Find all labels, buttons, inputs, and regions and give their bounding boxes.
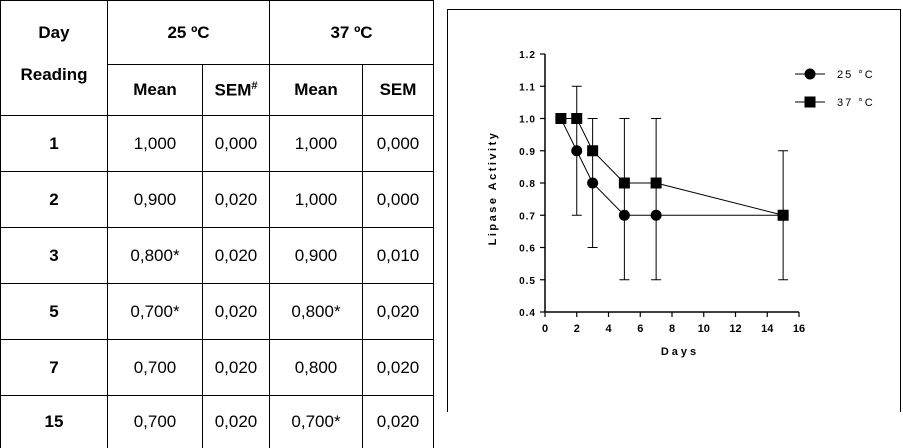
sem-37-cell: 0,000: [363, 172, 434, 228]
sem-25-cell: 0,000: [203, 116, 270, 172]
sem-25-cell: 0,020: [203, 396, 270, 448]
y-tick-label: 0.5: [519, 276, 536, 287]
legend-marker-square: [805, 97, 816, 108]
y-tick-label: 0.9: [519, 147, 536, 158]
y-tick-label: 1.2: [519, 50, 536, 61]
legend-label: 37 °C: [837, 97, 875, 109]
data-point-25c: [619, 210, 630, 221]
legend-label: 25 °C: [837, 69, 875, 81]
series-line-37c: [561, 119, 783, 216]
lipase-activity-chart: 0 2 4 6 8 10 12 14 16 0.4 0.5 0.6 0.7 0.8 0.9 1.0 1.1 1.2…: [448, 10, 900, 413]
data-point-37c: [778, 210, 789, 221]
table-subheader-row: Reading Mean SEM# Mean SEM: [1, 65, 434, 116]
sem-37-cell: 0,020: [363, 284, 434, 340]
y-tick-label: 0.7: [519, 211, 536, 222]
sem-25-cell: 0,020: [203, 340, 270, 396]
series-line-25c: [561, 119, 783, 216]
data-point-25c: [571, 145, 582, 156]
chart-panel: 0 2 4 6 8 10 12 14 16 0.4 0.5 0.6 0.7 0.8 0.9 1.0 1.1 1.2…: [447, 9, 901, 412]
sem-37-cell: 0,000: [363, 116, 434, 172]
legend-marker-circle: [805, 69, 816, 80]
x-tick-label: 10: [698, 323, 710, 335]
y-tick-label: 0.6: [519, 244, 536, 255]
data-point-25c: [587, 178, 598, 189]
mean-37-cell: 0,800*: [270, 284, 363, 340]
header-reading: Reading: [1, 65, 108, 116]
day-cell: 2: [1, 172, 108, 228]
y-tick-label: 0.4: [519, 308, 536, 319]
header-group-25: 25 ºC: [108, 1, 270, 65]
day-cell: 15: [1, 396, 108, 448]
data-point-25c: [651, 210, 662, 221]
data-point-37c: [571, 113, 582, 124]
mean-25-cell: 0,900: [108, 172, 203, 228]
mean-25-cell: 0,700: [108, 396, 203, 448]
header-reading-label: Reading: [20, 65, 87, 84]
x-tick-label: 4: [605, 323, 612, 335]
y-tick-label: 1.1: [519, 82, 536, 93]
x-tick-label: 6: [637, 323, 643, 335]
mean-37-cell: 0,700*: [270, 396, 363, 448]
mean-25-cell: 1,000: [108, 116, 203, 172]
day-cell: 3: [1, 228, 108, 284]
day-cell: 1: [1, 116, 108, 172]
mean-37-cell: 1,000: [270, 116, 363, 172]
x-tick-label: 14: [761, 323, 774, 335]
sem-37-cell: 0,020: [363, 340, 434, 396]
header-mean-37: Mean: [270, 65, 363, 116]
x-tick-label: 0: [542, 323, 548, 335]
header-mean-25: Mean: [108, 65, 203, 116]
sem-37-cell: 0,010: [363, 228, 434, 284]
data-point-37c: [651, 178, 662, 189]
header-sem-25: SEM#: [203, 65, 270, 116]
y-tick-label: 1.0: [519, 115, 536, 126]
sem-37-cell: 0,020: [363, 396, 434, 448]
header-sem-37: SEM: [363, 65, 434, 116]
x-tick-label: 12: [729, 323, 741, 335]
x-axis-label: Days: [661, 346, 699, 358]
sem-25-cell: 0,020: [203, 172, 270, 228]
table-header-row: Day 25 ºC 37 ºC: [1, 1, 434, 65]
data-point-37c: [587, 145, 598, 156]
y-tick-label: 0.8: [519, 179, 536, 190]
mean-37-cell: 0,900: [270, 228, 363, 284]
day-cell: 7: [1, 340, 108, 396]
header-group-37: 37 ºC: [270, 1, 434, 65]
x-tick-label: 2: [574, 323, 580, 335]
day-cell: 5: [1, 284, 108, 340]
data-point-37c: [619, 178, 630, 189]
mean-37-cell: 1,000: [270, 172, 363, 228]
x-tick-label: 16: [793, 323, 805, 335]
y-axis-label: Lipase Activity: [487, 131, 499, 246]
results-table: Day 25 ºC 37 ºC Reading Mean SEM# Mean S…: [0, 0, 434, 448]
mean-25-cell: 0,700*: [108, 284, 203, 340]
sem-25-cell: 0,020: [203, 284, 270, 340]
mean-37-cell: 0,800: [270, 340, 363, 396]
sem-25-cell: 0,020: [203, 228, 270, 284]
data-point-37c: [555, 113, 566, 124]
mean-25-cell: 0,700: [108, 340, 203, 396]
header-sem-25-label: SEM: [215, 80, 252, 99]
header-sem-25-footnote: #: [251, 80, 257, 92]
header-day: Day: [1, 1, 108, 65]
mean-25-cell: 0,800*: [108, 228, 203, 284]
x-tick-label: 8: [669, 323, 675, 335]
